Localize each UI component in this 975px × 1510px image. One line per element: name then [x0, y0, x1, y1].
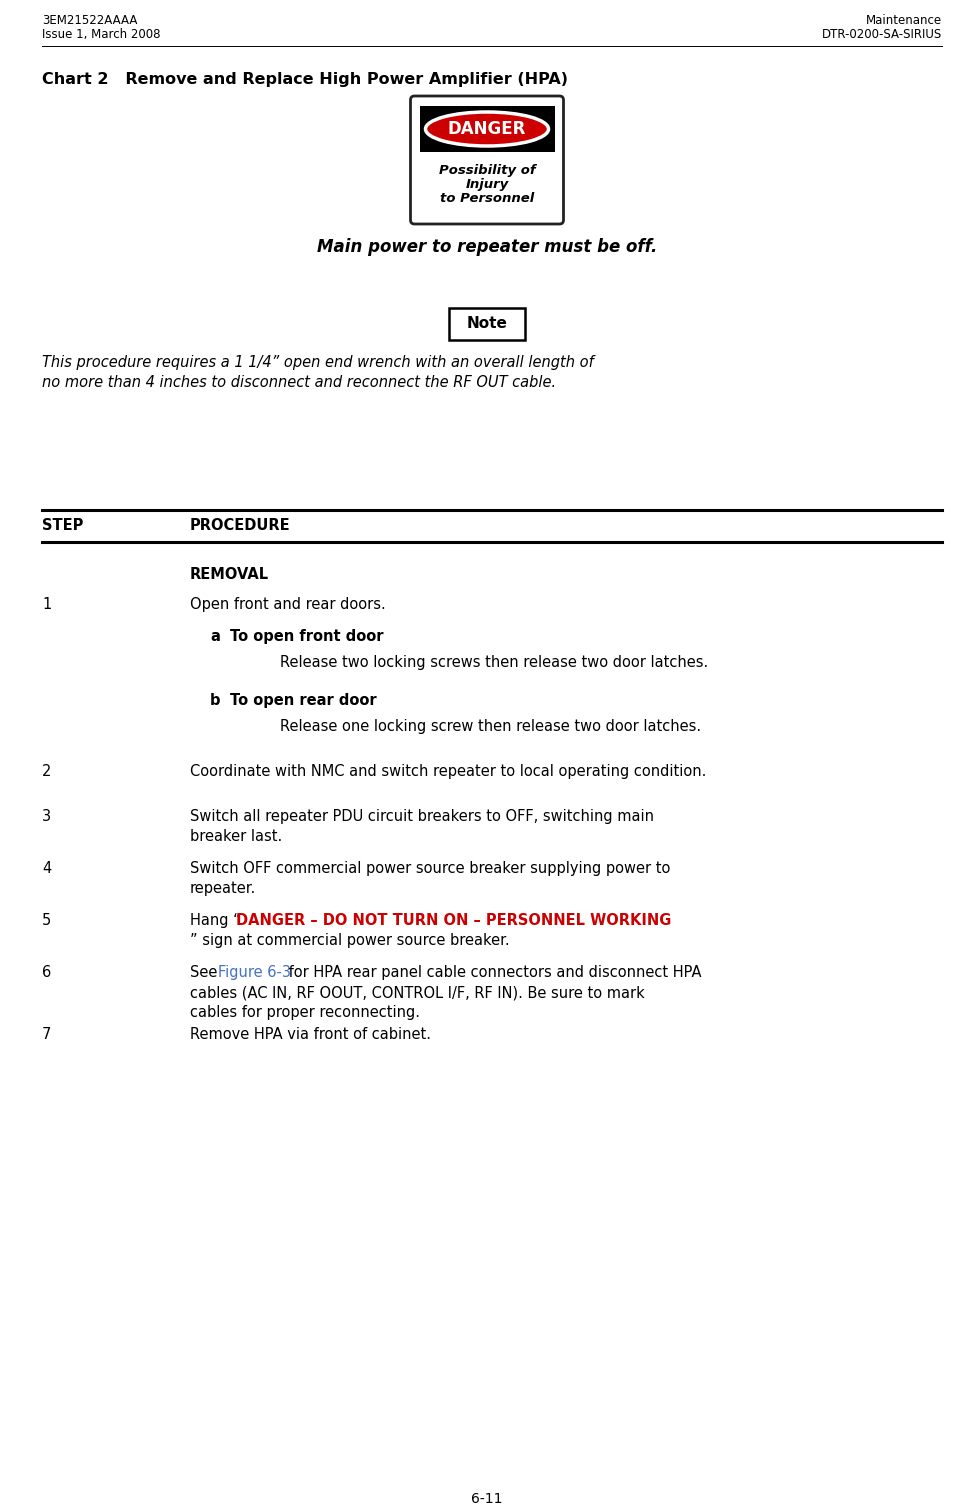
Text: DTR-0200-SA-SIRIUS: DTR-0200-SA-SIRIUS — [822, 29, 942, 41]
Text: Release two locking screws then release two door latches.: Release two locking screws then release … — [280, 655, 708, 670]
Text: STEP: STEP — [42, 518, 84, 533]
Text: Open front and rear doors.: Open front and rear doors. — [190, 596, 386, 612]
Ellipse shape — [425, 112, 549, 146]
Text: 5: 5 — [42, 914, 52, 929]
Text: This procedure requires a 1 1/4” open end wrench with an overall length of: This procedure requires a 1 1/4” open en… — [42, 355, 594, 370]
Text: to Personnel: to Personnel — [440, 192, 534, 205]
Text: PROCEDURE: PROCEDURE — [190, 518, 291, 533]
Text: Coordinate with NMC and switch repeater to local operating condition.: Coordinate with NMC and switch repeater … — [190, 764, 706, 779]
Text: Figure 6‑3: Figure 6‑3 — [218, 965, 291, 980]
FancyBboxPatch shape — [449, 308, 525, 340]
Text: repeater.: repeater. — [190, 880, 256, 895]
Text: 3EM21522AAAA: 3EM21522AAAA — [42, 14, 137, 27]
Text: ” sign at commercial power source breaker.: ” sign at commercial power source breake… — [190, 933, 510, 948]
Text: Remove HPA via front of cabinet.: Remove HPA via front of cabinet. — [190, 1027, 431, 1042]
Text: 2: 2 — [42, 764, 52, 779]
Text: a: a — [210, 630, 220, 643]
Text: REMOVAL: REMOVAL — [190, 566, 269, 581]
Text: b: b — [210, 693, 220, 708]
Text: 3: 3 — [42, 809, 51, 824]
Text: DANGER – DO NOT TURN ON – PERSONNEL WORKING: DANGER – DO NOT TURN ON – PERSONNEL WORK… — [236, 914, 672, 929]
Text: DANGER: DANGER — [448, 119, 526, 137]
Text: Release one locking screw then release two door latches.: Release one locking screw then release t… — [280, 719, 701, 734]
Text: Switch all repeater PDU circuit breakers to OFF, switching main: Switch all repeater PDU circuit breakers… — [190, 809, 654, 824]
Text: cables (AC IN, RF OOUT, CONTROL I/F, RF IN). Be sure to mark: cables (AC IN, RF OOUT, CONTROL I/F, RF … — [190, 985, 644, 1000]
Text: 1: 1 — [42, 596, 52, 612]
Text: Switch OFF commercial power source breaker supplying power to: Switch OFF commercial power source break… — [190, 861, 671, 876]
Text: 7: 7 — [42, 1027, 52, 1042]
Bar — [419, 106, 555, 153]
Text: Chart 2   Remove and Replace High Power Amplifier (HPA): Chart 2 Remove and Replace High Power Am… — [42, 72, 568, 88]
Text: breaker last.: breaker last. — [190, 829, 282, 844]
Text: Issue 1, March 2008: Issue 1, March 2008 — [42, 29, 161, 41]
Text: Note: Note — [467, 317, 507, 332]
Text: To open front door: To open front door — [230, 630, 383, 643]
Text: Injury: Injury — [465, 178, 509, 190]
Text: Hang “: Hang “ — [190, 914, 241, 929]
Text: 6-11: 6-11 — [471, 1492, 503, 1505]
Text: Possibility of: Possibility of — [439, 165, 535, 177]
Text: To open rear door: To open rear door — [230, 693, 376, 708]
Text: 6: 6 — [42, 965, 52, 980]
Text: See: See — [190, 965, 222, 980]
Text: Maintenance: Maintenance — [866, 14, 942, 27]
FancyBboxPatch shape — [410, 97, 564, 223]
Text: Main power to repeater must be off.: Main power to repeater must be off. — [317, 239, 657, 257]
Text: cables for proper reconnecting.: cables for proper reconnecting. — [190, 1006, 420, 1019]
Text: for HPA rear panel cable connectors and disconnect HPA: for HPA rear panel cable connectors and … — [284, 965, 701, 980]
Text: 4: 4 — [42, 861, 52, 876]
Text: no more than 4 inches to disconnect and reconnect the RF OUT cable.: no more than 4 inches to disconnect and … — [42, 374, 556, 390]
